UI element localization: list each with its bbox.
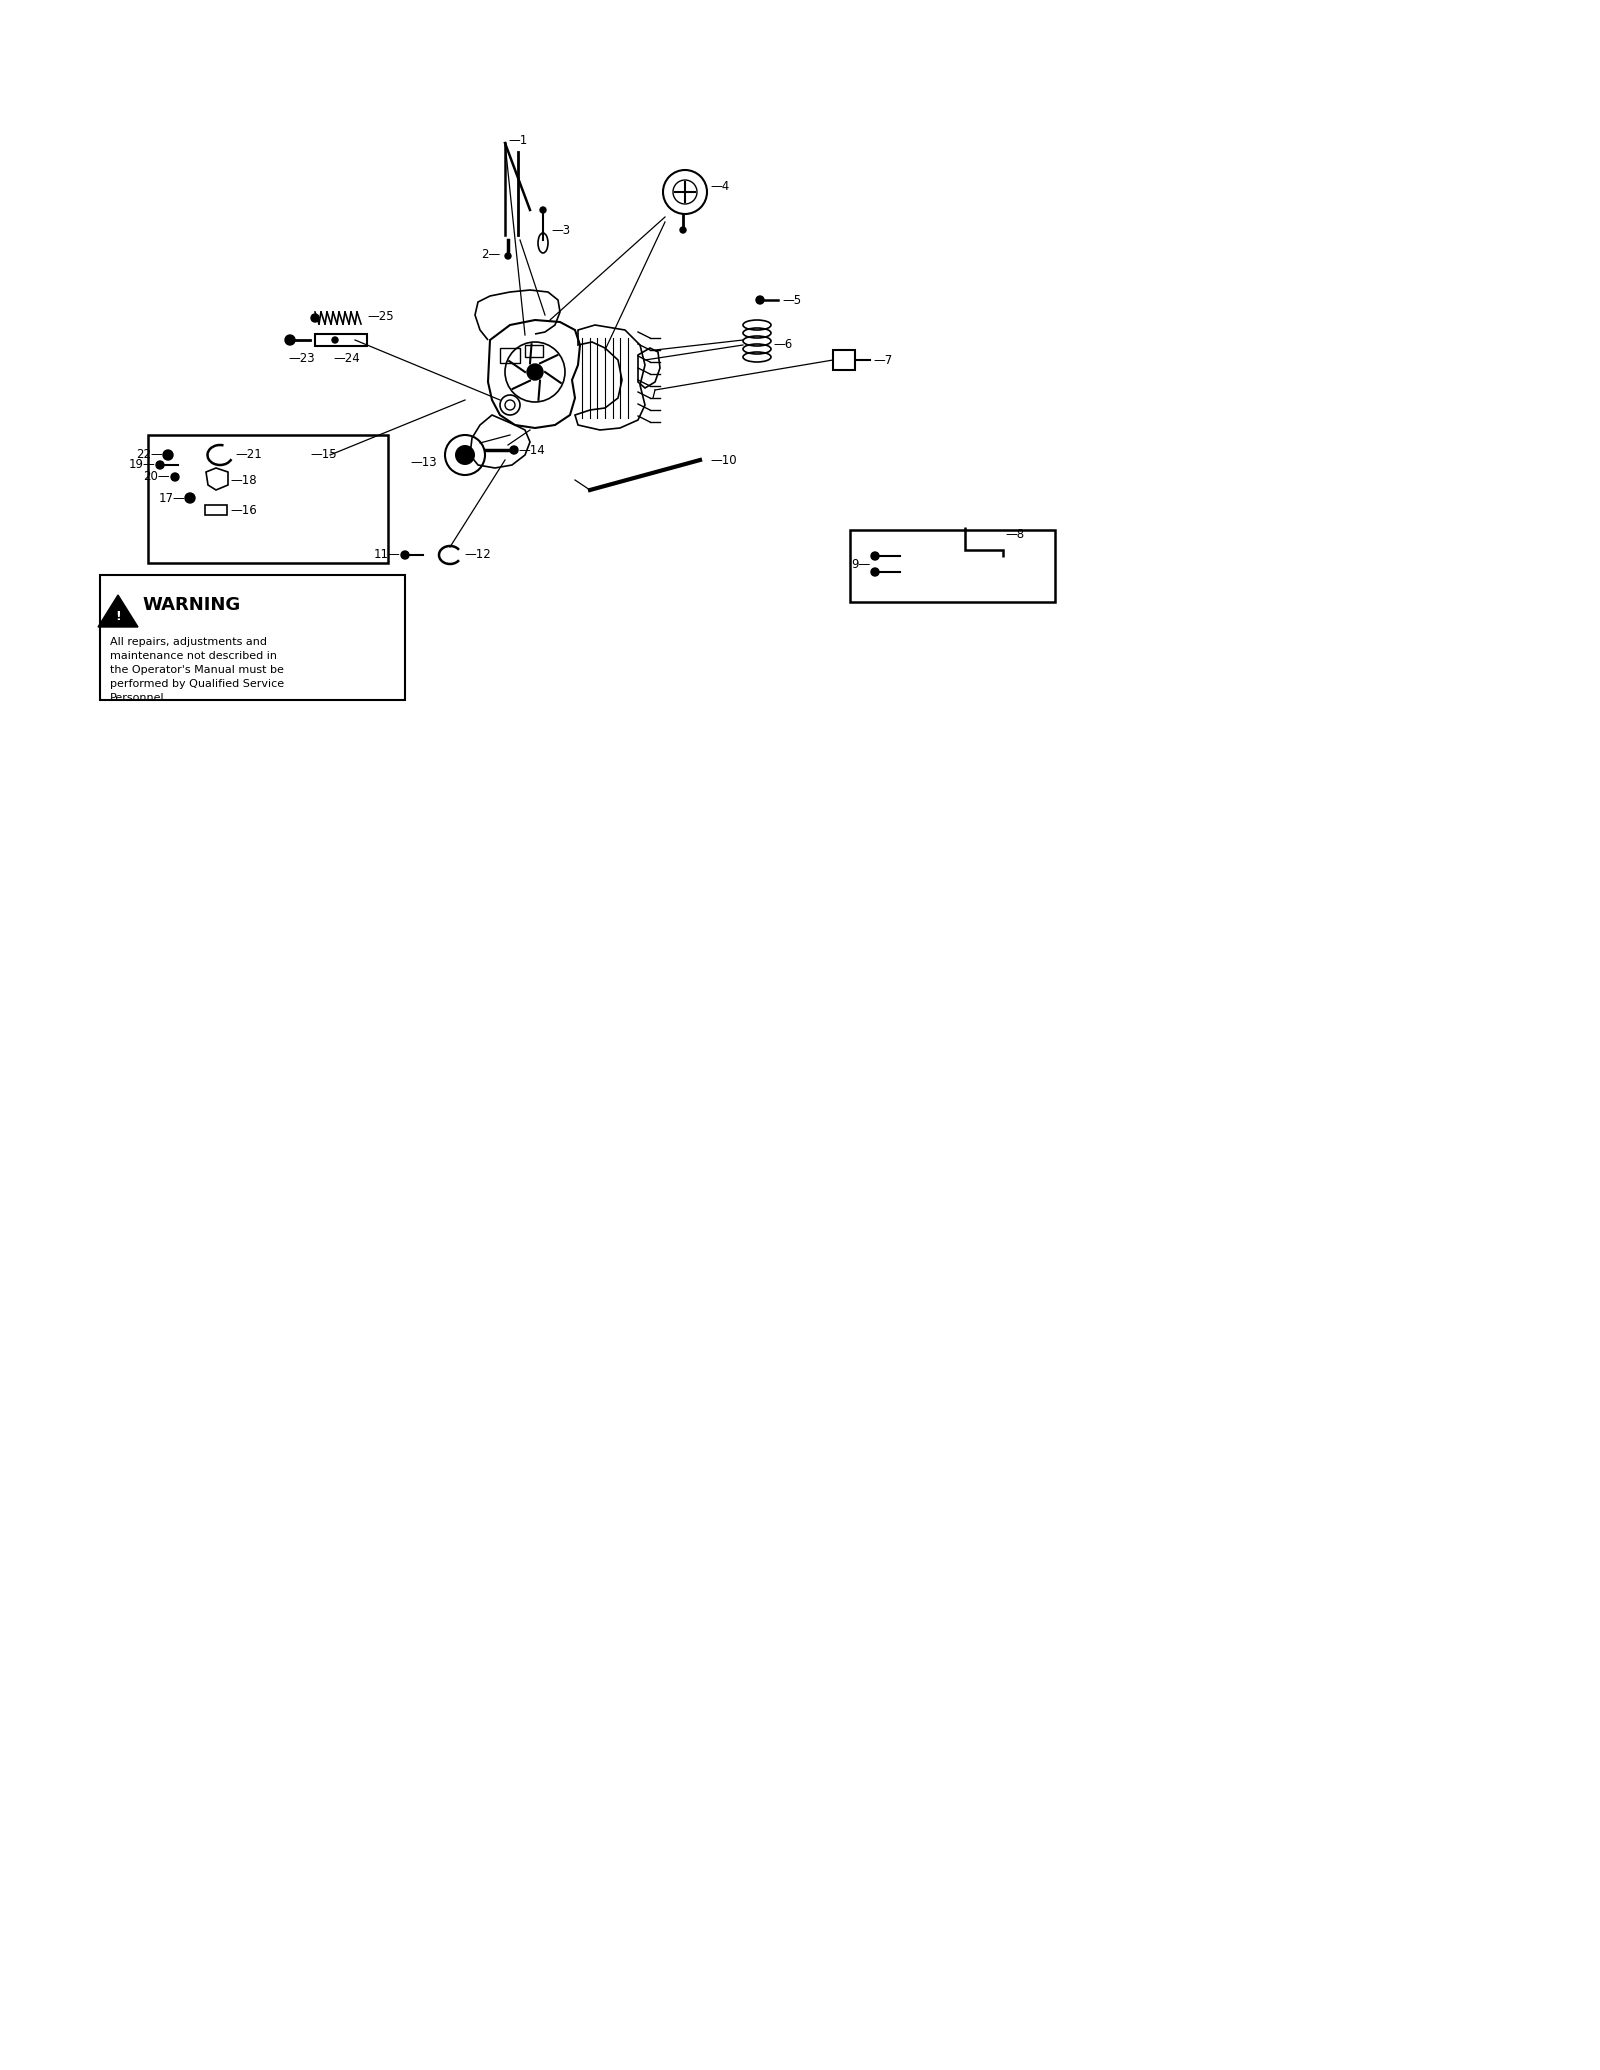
Circle shape — [310, 315, 318, 323]
Circle shape — [506, 253, 510, 259]
Text: —6: —6 — [773, 339, 792, 352]
Text: —18: —18 — [230, 474, 256, 486]
Text: —21: —21 — [235, 449, 262, 462]
Text: —24: —24 — [333, 352, 360, 364]
Text: —3: —3 — [550, 224, 570, 236]
Text: —12: —12 — [464, 549, 491, 561]
Text: —1: —1 — [509, 132, 528, 147]
Text: !: ! — [115, 611, 122, 623]
Bar — [205, 505, 227, 515]
Bar — [850, 530, 1054, 602]
Circle shape — [454, 445, 475, 466]
Bar — [147, 435, 387, 563]
Circle shape — [186, 493, 195, 503]
Circle shape — [510, 445, 518, 453]
Text: 19—: 19— — [128, 457, 155, 472]
Text: WARNING: WARNING — [142, 596, 240, 615]
Text: 2—: 2— — [480, 248, 499, 261]
Circle shape — [157, 462, 165, 470]
Text: 20—: 20— — [144, 470, 170, 484]
Circle shape — [402, 551, 410, 559]
Text: 22—: 22— — [136, 449, 163, 462]
Bar — [499, 348, 520, 362]
Text: —15: —15 — [310, 449, 336, 462]
Text: —7: —7 — [874, 354, 893, 366]
Circle shape — [870, 553, 878, 561]
Text: 9—: 9— — [851, 557, 870, 571]
Circle shape — [171, 474, 179, 480]
Text: 17—: 17— — [158, 491, 186, 505]
Bar — [315, 333, 366, 346]
Bar — [525, 346, 542, 356]
Text: —10: —10 — [710, 453, 736, 466]
Circle shape — [680, 228, 686, 234]
Text: —5: —5 — [782, 294, 802, 306]
Circle shape — [526, 364, 542, 381]
Circle shape — [333, 337, 338, 344]
Bar — [834, 350, 854, 371]
Text: All repairs, adjustments and
maintenance not described in
the Operator's Manual : All repairs, adjustments and maintenance… — [110, 638, 285, 704]
Circle shape — [163, 449, 173, 460]
Text: —14: —14 — [518, 443, 544, 457]
Circle shape — [285, 335, 294, 346]
Circle shape — [757, 296, 765, 304]
Circle shape — [870, 567, 878, 575]
Bar — [99, 575, 405, 700]
Text: —23: —23 — [288, 352, 315, 364]
Text: —13: —13 — [410, 457, 437, 470]
Text: —8: —8 — [1005, 528, 1024, 542]
Text: —4: —4 — [710, 180, 730, 193]
Text: —16: —16 — [230, 503, 256, 518]
Text: —25: —25 — [366, 310, 394, 323]
Polygon shape — [98, 594, 138, 627]
Circle shape — [541, 207, 546, 213]
Text: 11—: 11— — [373, 549, 400, 561]
